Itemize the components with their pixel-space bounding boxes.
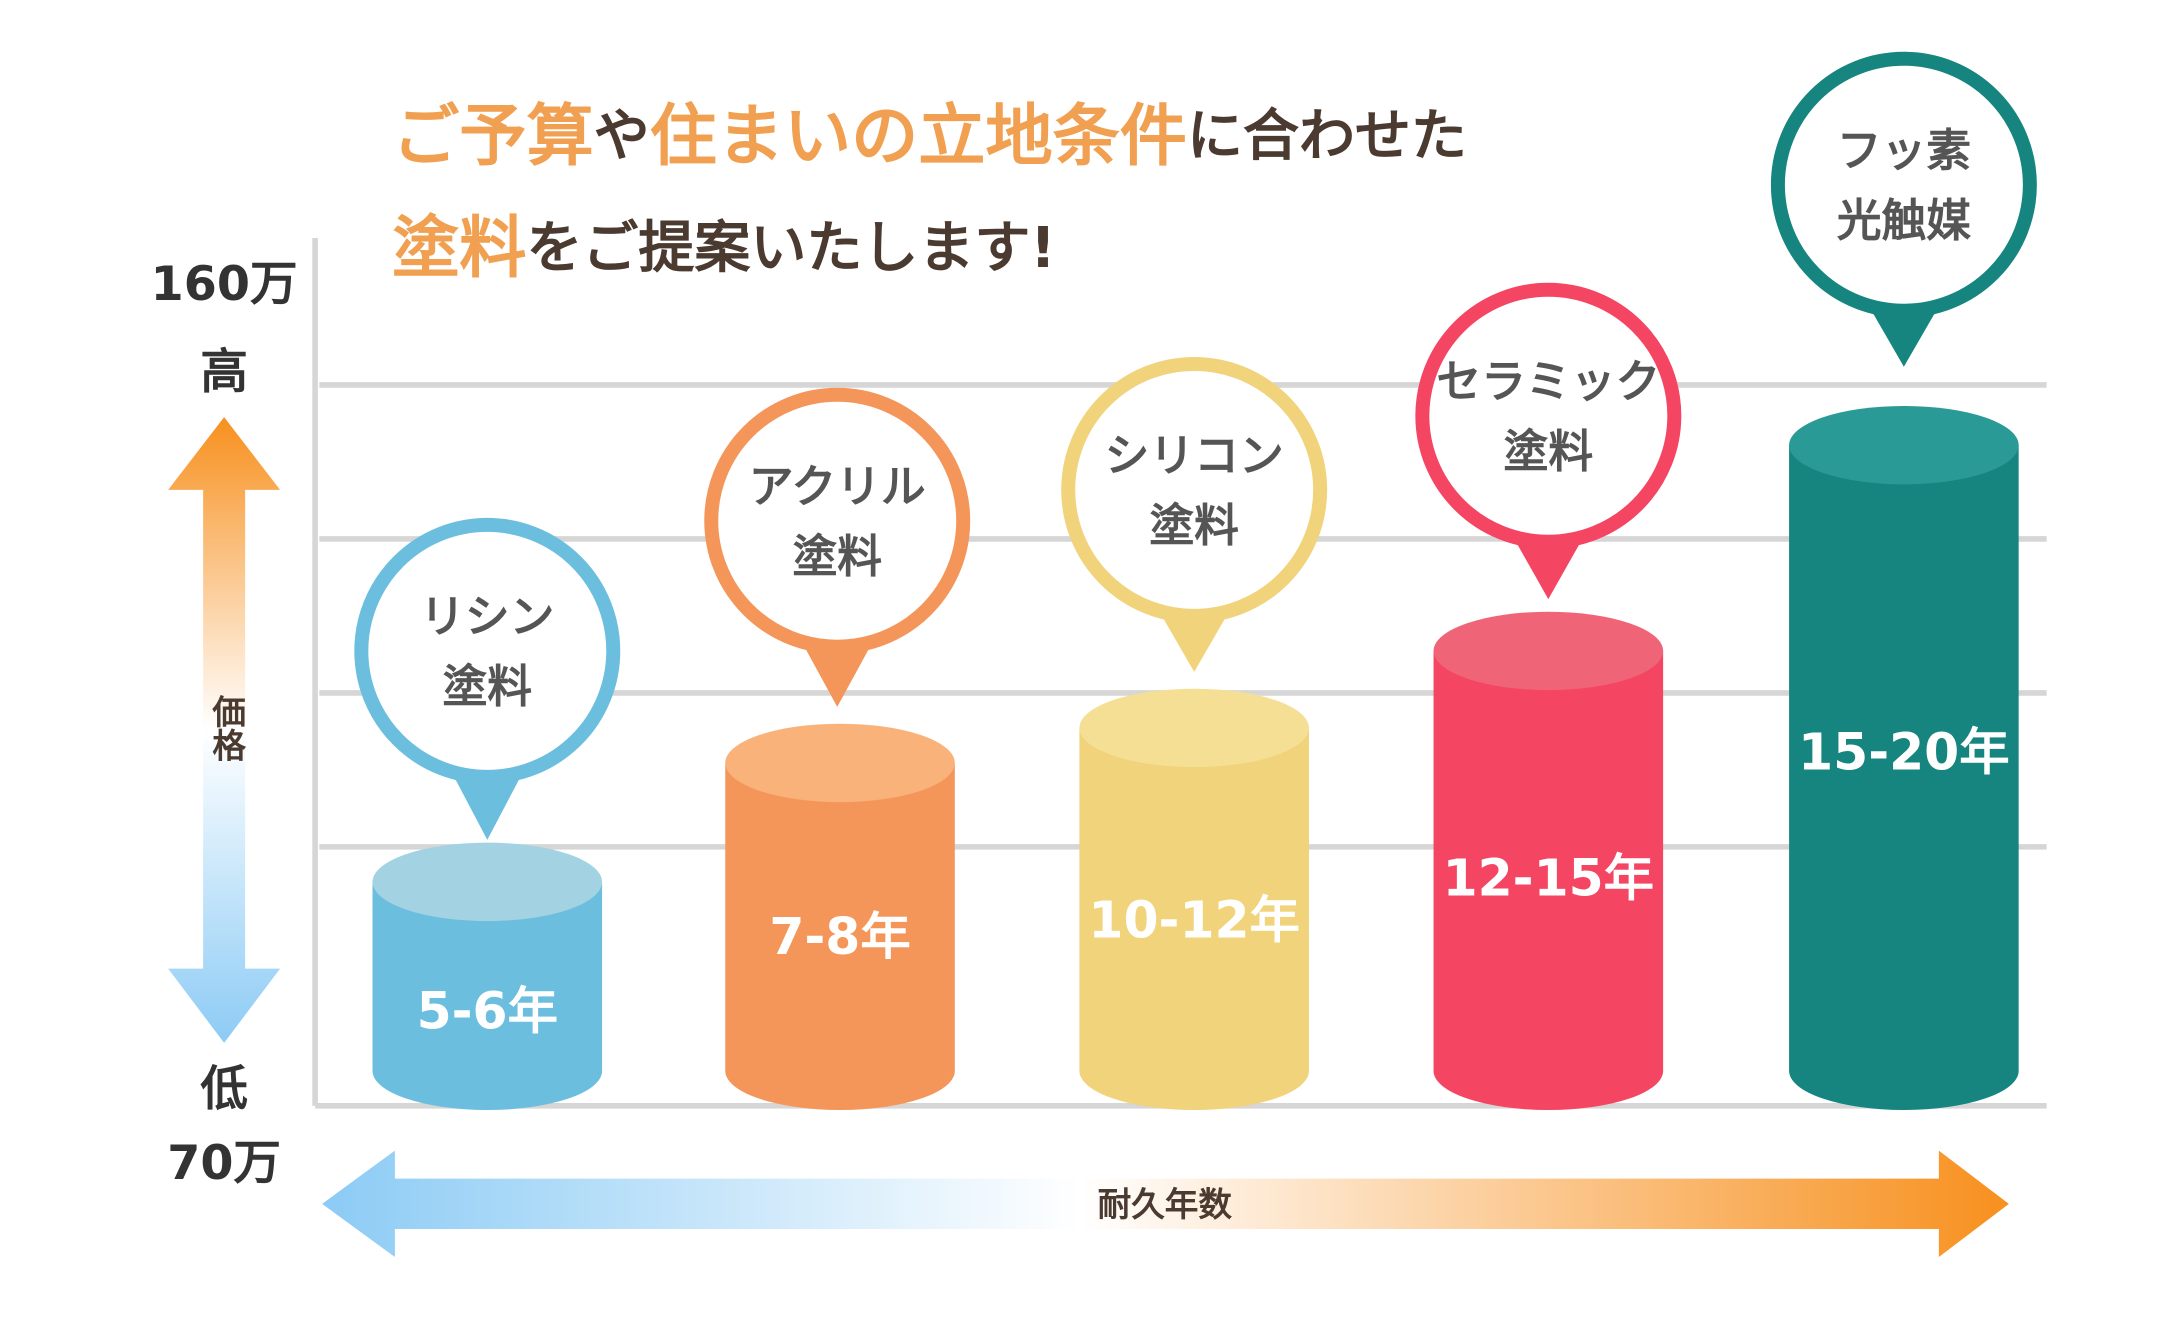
cylinder-top [372,842,603,922]
bubble [1415,282,1682,549]
durability-label: 10-12年 [1088,890,1300,949]
title-line: ご予算や住まいの立地条件に合わせた [392,97,1467,175]
durability-label: 7-8年 [769,907,910,966]
cylinder-top [1789,405,2019,485]
y-axis-title: 価格 [207,694,247,762]
bubble [1770,51,2037,318]
y-top-value: 160万 [151,257,298,312]
bubble [704,387,971,654]
cylinder-top [1433,611,1664,691]
cylinder-body [1433,650,1664,1111]
x-axis-title: 耐久年数 [1098,1185,1233,1224]
durability-label: 12-15年 [1443,848,1655,907]
bubble [354,517,621,784]
cylinder-top [725,723,955,803]
paint-name: 塗料 [1149,499,1239,552]
paint-name: リシン [420,590,554,643]
durability-label: 5-6年 [417,981,558,1040]
title-segment: をご提案いたします! [526,216,1055,281]
y-bottom-label: 低 [200,1062,248,1117]
paint-name: 塗料 [792,530,882,583]
paint-name: 塗料 [1504,425,1594,478]
y-top-label: 高 [200,345,248,400]
price-arrow [168,417,281,1043]
bubble [1061,356,1328,623]
durability-label: 15-20年 [1798,722,2010,781]
paint-name: フッ素 [1837,124,1971,177]
paint-name: シリコン [1105,429,1284,482]
y-bottom-value: 70万 [167,1136,281,1191]
cylinder-body [372,881,603,1111]
paint-name: 光触媒 [1837,194,1972,247]
title-segment: 塗料 [392,209,526,287]
title-segment: に合わせた [1187,104,1467,169]
title-segment: ご予算 [392,97,594,175]
cylinder-body [725,762,955,1111]
durability-arrow [322,1150,2009,1258]
cylinder-body [1079,727,1309,1110]
paint-name: アクリル [749,460,926,513]
cylinder-top [1079,688,1309,768]
paint-name: セラミック [1436,355,1660,408]
cylinder-body [1789,445,2019,1111]
title-segment: や [594,104,650,169]
paint-name: 塗料 [443,660,533,713]
title-line: 塗料をご提案いたします! [392,209,1056,287]
title-segment: 住まいの立地条件 [650,97,1187,175]
